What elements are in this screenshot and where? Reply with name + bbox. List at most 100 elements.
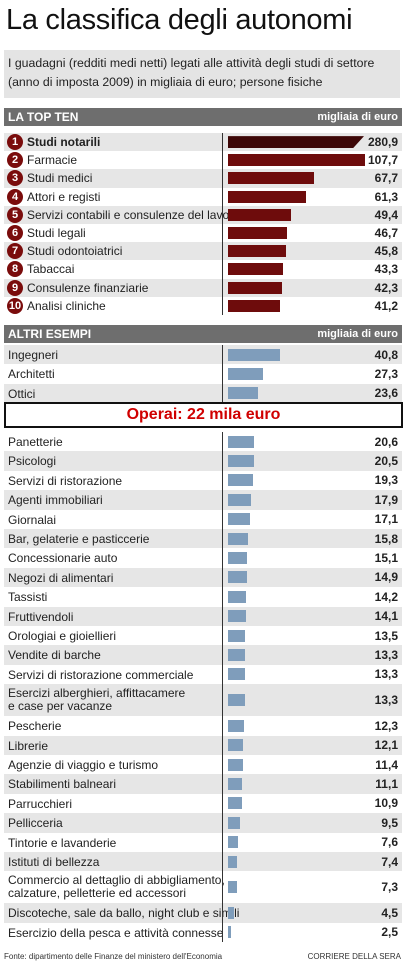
value-label: 20,5 bbox=[374, 454, 398, 469]
value-label: 12,1 bbox=[374, 738, 398, 753]
data-bar bbox=[228, 474, 253, 487]
data-bar bbox=[228, 926, 232, 939]
others-row: Istituti di bellezza 7,4 bbox=[4, 852, 402, 872]
rank-badge: 9 bbox=[7, 279, 23, 296]
others-row: Ottici 23,6 bbox=[4, 383, 402, 404]
row-label: Servizi contabili e consulenze del lavor… bbox=[27, 207, 240, 222]
rank-badge: 8 bbox=[7, 261, 23, 278]
data-bar bbox=[228, 668, 245, 681]
value-label: 4,5 bbox=[381, 906, 398, 921]
row-label: Concessionarie auto bbox=[8, 551, 118, 566]
data-bar bbox=[228, 281, 282, 294]
others-header-label: ALTRI ESEMPI bbox=[8, 327, 92, 341]
row-label: Pellicceria bbox=[8, 816, 63, 831]
source-note: Fonte: dipartimento delle Finanze del mi… bbox=[4, 952, 223, 961]
data-bar bbox=[228, 227, 288, 240]
data-bar bbox=[228, 368, 263, 381]
others-row: Tintorie e lavanderie 7,6 bbox=[4, 833, 402, 852]
axis-line bbox=[222, 345, 223, 404]
value-label: 15,8 bbox=[374, 531, 398, 546]
top-ten-row: 6 Studi legali 46,7 bbox=[4, 224, 402, 242]
rank-badge: 4 bbox=[7, 188, 23, 205]
row-label: Parrucchieri bbox=[8, 796, 73, 811]
rank-badge: 1 bbox=[7, 134, 23, 151]
top-ten-row: 10 Analisi cliniche 41,2 bbox=[4, 297, 402, 315]
rank-badge: 6 bbox=[7, 225, 23, 242]
data-bar bbox=[228, 907, 234, 920]
data-bar bbox=[228, 435, 255, 448]
row-label: Tintorie e lavanderie bbox=[8, 835, 117, 850]
value-label: 12,3 bbox=[374, 718, 398, 733]
others-row: Fruttivendoli 14,1 bbox=[4, 606, 402, 626]
others-row: Agenzie di viaggio e turismo 11,4 bbox=[4, 755, 402, 774]
others-row: Esercizi alberghieri, affittacamere e ca… bbox=[4, 684, 402, 717]
credit-note: CORRIERE DELLA SERA bbox=[307, 952, 401, 961]
data-bar bbox=[228, 855, 238, 868]
data-bar bbox=[228, 172, 315, 185]
value-label: 15,1 bbox=[374, 551, 398, 566]
row-label: Panetterie bbox=[8, 435, 63, 449]
data-bar bbox=[228, 739, 244, 752]
row-label: Studi notarili bbox=[27, 135, 101, 149]
others-row: Discoteche, sale da ballo, night club e … bbox=[4, 903, 402, 923]
others-row: Commercio al dettaglio di abbigliamento,… bbox=[4, 871, 402, 903]
row-label: Analisi cliniche bbox=[27, 298, 106, 313]
row-label: Stabilimenti balneari bbox=[8, 777, 117, 792]
top-ten-row: 9 Consulenze finanziarie 42,3 bbox=[4, 278, 402, 297]
value-label: 43,3 bbox=[374, 262, 398, 277]
rank-badge: 5 bbox=[7, 206, 23, 223]
row-label: Ingegneri bbox=[8, 348, 59, 362]
data-bar bbox=[228, 649, 245, 662]
others-row: Esercizio della pesca e attività conness… bbox=[4, 923, 402, 942]
row-label: Attori e registi bbox=[27, 189, 101, 204]
row-label: Fruttivendoli bbox=[8, 609, 74, 624]
operai-reference-box: Operai: 22 mila euro bbox=[4, 402, 403, 428]
data-bar bbox=[228, 455, 255, 468]
value-label: 107,7 bbox=[367, 153, 398, 168]
row-label: Discoteche, sale da ballo, night club e … bbox=[8, 906, 240, 921]
others-row: Architetti 27,3 bbox=[4, 364, 402, 383]
row-label: Servizi di ristorazione commerciale bbox=[8, 667, 194, 682]
others-row: Pescherie 12,3 bbox=[4, 716, 402, 735]
value-label: 9,5 bbox=[381, 815, 398, 830]
value-label: 13,5 bbox=[374, 628, 398, 643]
row-label: Librerie bbox=[8, 738, 49, 753]
others-row: Panetterie 20,6 bbox=[4, 432, 402, 451]
others-row: Vendite di barche 13,3 bbox=[4, 645, 402, 665]
data-bar bbox=[228, 348, 280, 361]
value-label: 23,6 bbox=[374, 386, 398, 401]
row-label: Studi odontoiatrici bbox=[27, 244, 123, 259]
value-label: 45,8 bbox=[374, 244, 398, 259]
value-label: 14,9 bbox=[374, 570, 398, 585]
data-bar bbox=[228, 532, 249, 545]
data-bar bbox=[228, 778, 243, 791]
data-bar bbox=[228, 836, 238, 849]
top-ten-row: 2 Farmacie 107,7 bbox=[4, 151, 402, 169]
value-label: 67,7 bbox=[374, 171, 398, 186]
others-row: Librerie 12,1 bbox=[4, 735, 402, 755]
row-label: Esercizio della pesca e attività conness… bbox=[8, 925, 224, 940]
value-label: 7,3 bbox=[381, 880, 398, 895]
data-bar bbox=[228, 513, 250, 526]
value-label: 20,6 bbox=[374, 434, 398, 449]
others-row: Bar, gelaterie e pasticcerie 15,8 bbox=[4, 529, 402, 549]
chart-title: La classifica degli autonomi bbox=[6, 4, 353, 36]
row-label: Giornalai bbox=[8, 512, 57, 527]
others-row: Tassisti 14,2 bbox=[4, 587, 402, 606]
data-bar bbox=[228, 263, 284, 276]
data-bar bbox=[228, 881, 238, 894]
others-header: ALTRI ESEMPI migliaia di euro bbox=[4, 325, 402, 343]
data-bar bbox=[228, 190, 306, 203]
top-ten-row: 3 Studi medici 67,7 bbox=[4, 169, 402, 188]
others-row: Ingegneri 40,8 bbox=[4, 345, 402, 365]
row-label: Negozi di alimentari bbox=[8, 570, 114, 585]
value-label: 10,9 bbox=[374, 796, 398, 811]
value-label: 11,1 bbox=[375, 777, 398, 792]
value-label: 19,3 bbox=[374, 473, 398, 488]
row-label: Istituti di bellezza bbox=[8, 855, 100, 869]
row-label: Pescherie bbox=[8, 719, 62, 734]
others-unit-label: migliaia di euro bbox=[317, 328, 398, 340]
top-ten-header: LA TOP TEN migliaia di euro bbox=[4, 108, 402, 126]
row-label: Consulenze finanziarie bbox=[27, 280, 149, 295]
top-ten-row: 5 Servizi contabili e consulenze del lavo… bbox=[4, 205, 402, 224]
